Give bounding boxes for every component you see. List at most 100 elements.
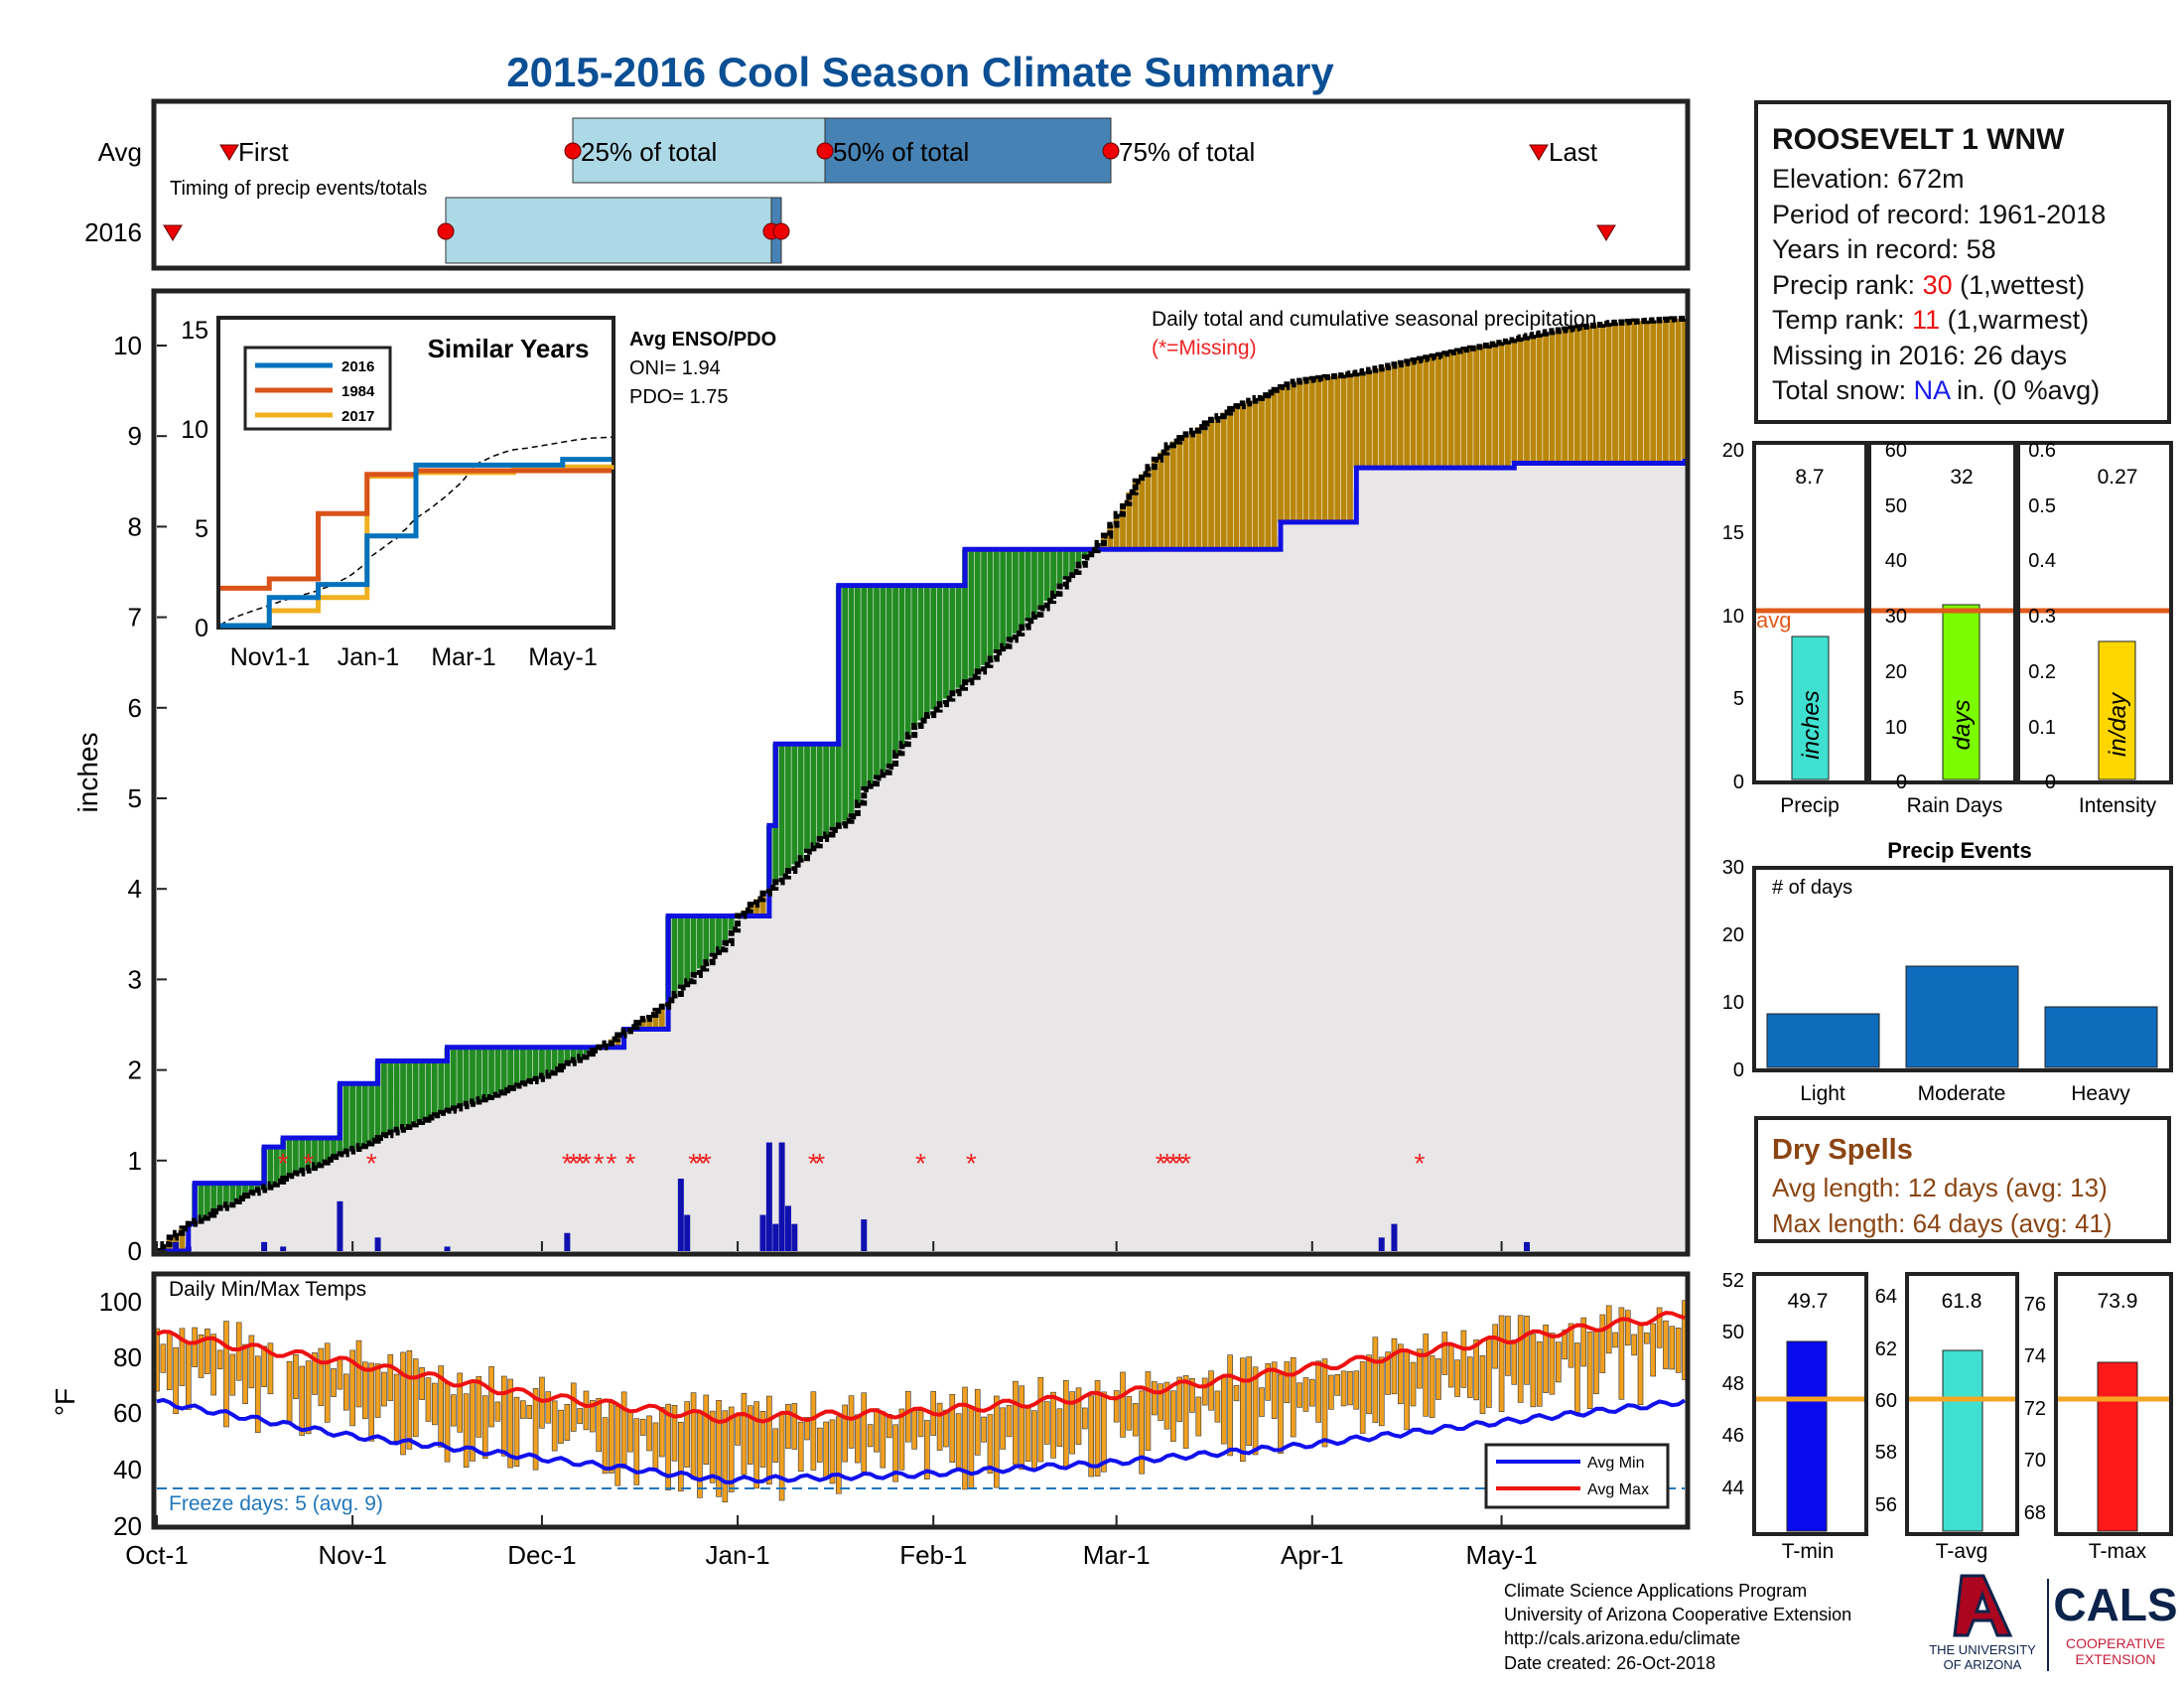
missing-day-marker: *	[594, 1148, 605, 1179]
daily-temp-bar	[810, 1391, 817, 1471]
daily-temp-bar	[463, 1393, 470, 1468]
avg-25-50-box	[572, 117, 826, 184]
daily-temp-bar	[1101, 1391, 1107, 1473]
daily-temp-bar	[1517, 1315, 1524, 1403]
tmin-value: 49.7	[1788, 1290, 1829, 1313]
daily-temp-bar	[1353, 1370, 1360, 1410]
daily-temp-bar	[1189, 1378, 1195, 1413]
daily-temp-bar	[312, 1352, 318, 1395]
daily-temp-bar	[1024, 1405, 1031, 1462]
daily-temp-bar	[192, 1327, 198, 1367]
2016-last-marker	[1596, 224, 1616, 241]
timing-row-avg: Avg	[98, 137, 142, 167]
daily-temp-bar	[1593, 1331, 1599, 1395]
daily-temp-bar	[867, 1424, 874, 1448]
daily-temp-bar	[419, 1367, 425, 1400]
daily-temp-bar	[602, 1417, 609, 1475]
daily-temp-bar	[558, 1409, 564, 1444]
station-name: ROOSEVELT 1 WNW	[1772, 123, 2065, 156]
2016-first-marker	[163, 224, 183, 241]
daily-temp-bar	[1378, 1356, 1385, 1427]
daily-temp-bar	[160, 1343, 167, 1373]
daily-temp-bar	[1019, 1385, 1025, 1471]
precip-ytick-20: 20	[1722, 440, 1744, 462]
missing-day-marker: *	[688, 1148, 699, 1179]
raindays-ytick-60: 60	[1885, 440, 1907, 462]
daily-temp-bar	[1208, 1370, 1214, 1411]
precip-value: 8.7	[1795, 466, 1824, 489]
daily-temp-bar	[545, 1391, 552, 1424]
daily-temp-bar	[223, 1321, 229, 1428]
daily-temp-bar	[1278, 1373, 1284, 1455]
daily-temp-bar	[1000, 1407, 1006, 1450]
daily-temp-bar	[1580, 1317, 1587, 1367]
raindays-ytick-20: 20	[1885, 661, 1907, 683]
missing-day-marker: *	[568, 1148, 579, 1179]
daily-temp-bar	[1302, 1377, 1309, 1412]
daily-temp-bar	[1511, 1339, 1518, 1385]
tmax-value: 73.9	[2098, 1290, 2138, 1313]
precip-avg-label: avg	[1756, 608, 1791, 633]
daily-temp-bar	[1163, 1381, 1170, 1430]
daily-temp-bar	[494, 1401, 501, 1422]
daily-temp-bar	[1562, 1330, 1568, 1360]
daily-temp-bar	[1265, 1362, 1272, 1401]
daily-temp-bar	[1530, 1334, 1537, 1408]
inset-legend-2016: 2016	[341, 358, 374, 375]
month-tick-label: Apr-1	[1281, 1540, 1344, 1570]
intensity-bar-label: in/day	[2105, 691, 2131, 757]
events-bar-light	[1766, 1013, 1880, 1068]
month-x-ticks: Oct-1 Nov-1 Dec-1 Jan-1 Feb-1 Mar-1 Apr-1 May-1	[125, 1241, 1538, 1570]
daily-temp-bar	[1644, 1333, 1650, 1344]
daily-temp-bar	[342, 1373, 349, 1411]
footer-line1: Climate Science Applications Program	[1504, 1581, 1807, 1601]
intensity-ytick-04: 0.4	[2028, 550, 2056, 572]
tmax-ytick-70: 70	[2024, 1450, 2046, 1472]
tavg-ytick-56: 56	[1875, 1494, 1897, 1516]
daily-temp-bar	[981, 1416, 987, 1443]
daily-precip-bar	[1391, 1223, 1398, 1251]
daily-temp-bar	[829, 1419, 836, 1484]
average-cumulative-line	[157, 459, 1688, 1254]
inset-legend-2017: 2017	[341, 408, 374, 425]
daily-temp-bar	[892, 1424, 898, 1482]
daily-temp-bar	[1417, 1348, 1423, 1389]
daily-temp-bar	[665, 1403, 671, 1491]
tmax-ytick-72: 72	[2024, 1398, 2046, 1420]
timing-caption: Timing of precip events/totals	[170, 178, 427, 200]
2016-25pct-marker	[437, 222, 455, 240]
daily-temp-bar	[1328, 1374, 1334, 1410]
month-tick-label: Mar-1	[1083, 1540, 1151, 1570]
university-of-arizona-logo: THE UNIVERSITY OF ARIZONA CALS COOPERATI…	[1929, 1574, 2178, 1672]
daily-temp-bar	[1158, 1383, 1163, 1421]
daily-temp-bar	[216, 1349, 223, 1370]
daily-temp-bar	[500, 1375, 507, 1457]
daily-temp-bar	[532, 1388, 539, 1471]
raindays-ytick-0: 0	[1896, 772, 1907, 793]
events-xlabel-heavy: Heavy	[2071, 1082, 2130, 1105]
daily-temp-bar	[1479, 1354, 1486, 1414]
daily-temp-bar	[1347, 1370, 1353, 1406]
daily-temp-bar	[406, 1350, 413, 1450]
missing-day-marker: *	[303, 1148, 314, 1179]
legend-avg-min: Avg Min	[1587, 1455, 1645, 1472]
daily-temp-bar	[766, 1395, 772, 1485]
daily-temp-bar	[716, 1400, 722, 1497]
tmin-ytick-48: 48	[1722, 1373, 1744, 1395]
daily-precip-bar	[337, 1200, 343, 1251]
station-years: Years in record: 58	[1772, 234, 1996, 264]
daily-temp-bar	[1056, 1408, 1063, 1448]
daily-precip-bar	[765, 1142, 772, 1251]
daily-temp-bar	[1176, 1376, 1183, 1422]
temp-rank-value: 11	[1912, 305, 1941, 335]
avg-25pct-marker	[564, 142, 582, 160]
inset-xtick-nov: Nov1-1	[230, 643, 311, 671]
daily-temp-bar	[1391, 1337, 1398, 1395]
temp-stats-panel: 49.7 T-min 44 46 48 50 52 61.8 T-avg 56 …	[1722, 1270, 2173, 1563]
daily-temp-bar	[1410, 1361, 1417, 1407]
raindays-value: 32	[1950, 466, 1973, 489]
daily-temp-bar	[1340, 1370, 1347, 1407]
inset-legend-1984: 1984	[341, 383, 375, 400]
daily-temp-bar	[305, 1360, 312, 1435]
